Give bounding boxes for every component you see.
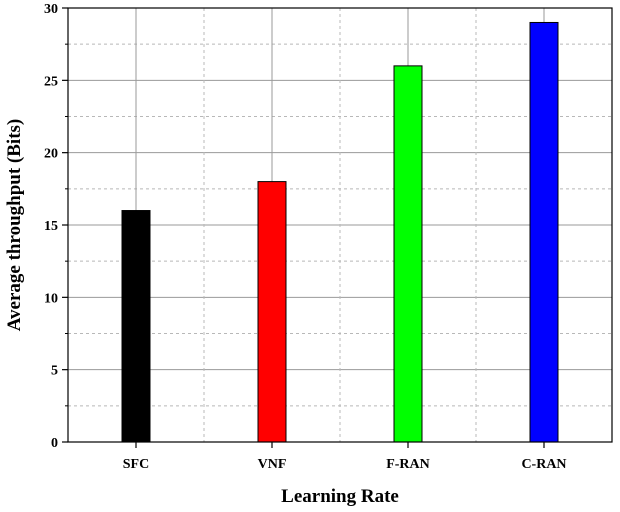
y-tick-label: 30 bbox=[44, 2, 58, 17]
y-tick-label: 10 bbox=[44, 291, 58, 306]
y-tick-label: 5 bbox=[51, 364, 58, 379]
bar-c-ran bbox=[529, 21, 559, 443]
x-tick-label: SFC bbox=[123, 457, 149, 472]
bar-f-ran bbox=[393, 65, 423, 443]
x-tick-label: VNF bbox=[258, 457, 287, 472]
y-axis-label: Average throughput (Bits) bbox=[4, 119, 25, 332]
bars bbox=[121, 21, 559, 443]
bar-sfc bbox=[121, 210, 151, 443]
bar-vnf bbox=[257, 181, 287, 443]
y-tick-label: 0 bbox=[51, 436, 58, 451]
y-tick-label: 25 bbox=[44, 74, 58, 89]
x-axis-label: Learning Rate bbox=[281, 486, 399, 507]
x-tick-label: F-RAN bbox=[386, 457, 430, 472]
axis-ticks: 0 5 10 15 20 25 30 SFC VNF F-RAN C-RAN bbox=[44, 2, 567, 472]
y-tick-label: 20 bbox=[44, 147, 58, 162]
x-tick-label: C-RAN bbox=[521, 457, 566, 472]
y-tick-label: 15 bbox=[44, 219, 58, 234]
